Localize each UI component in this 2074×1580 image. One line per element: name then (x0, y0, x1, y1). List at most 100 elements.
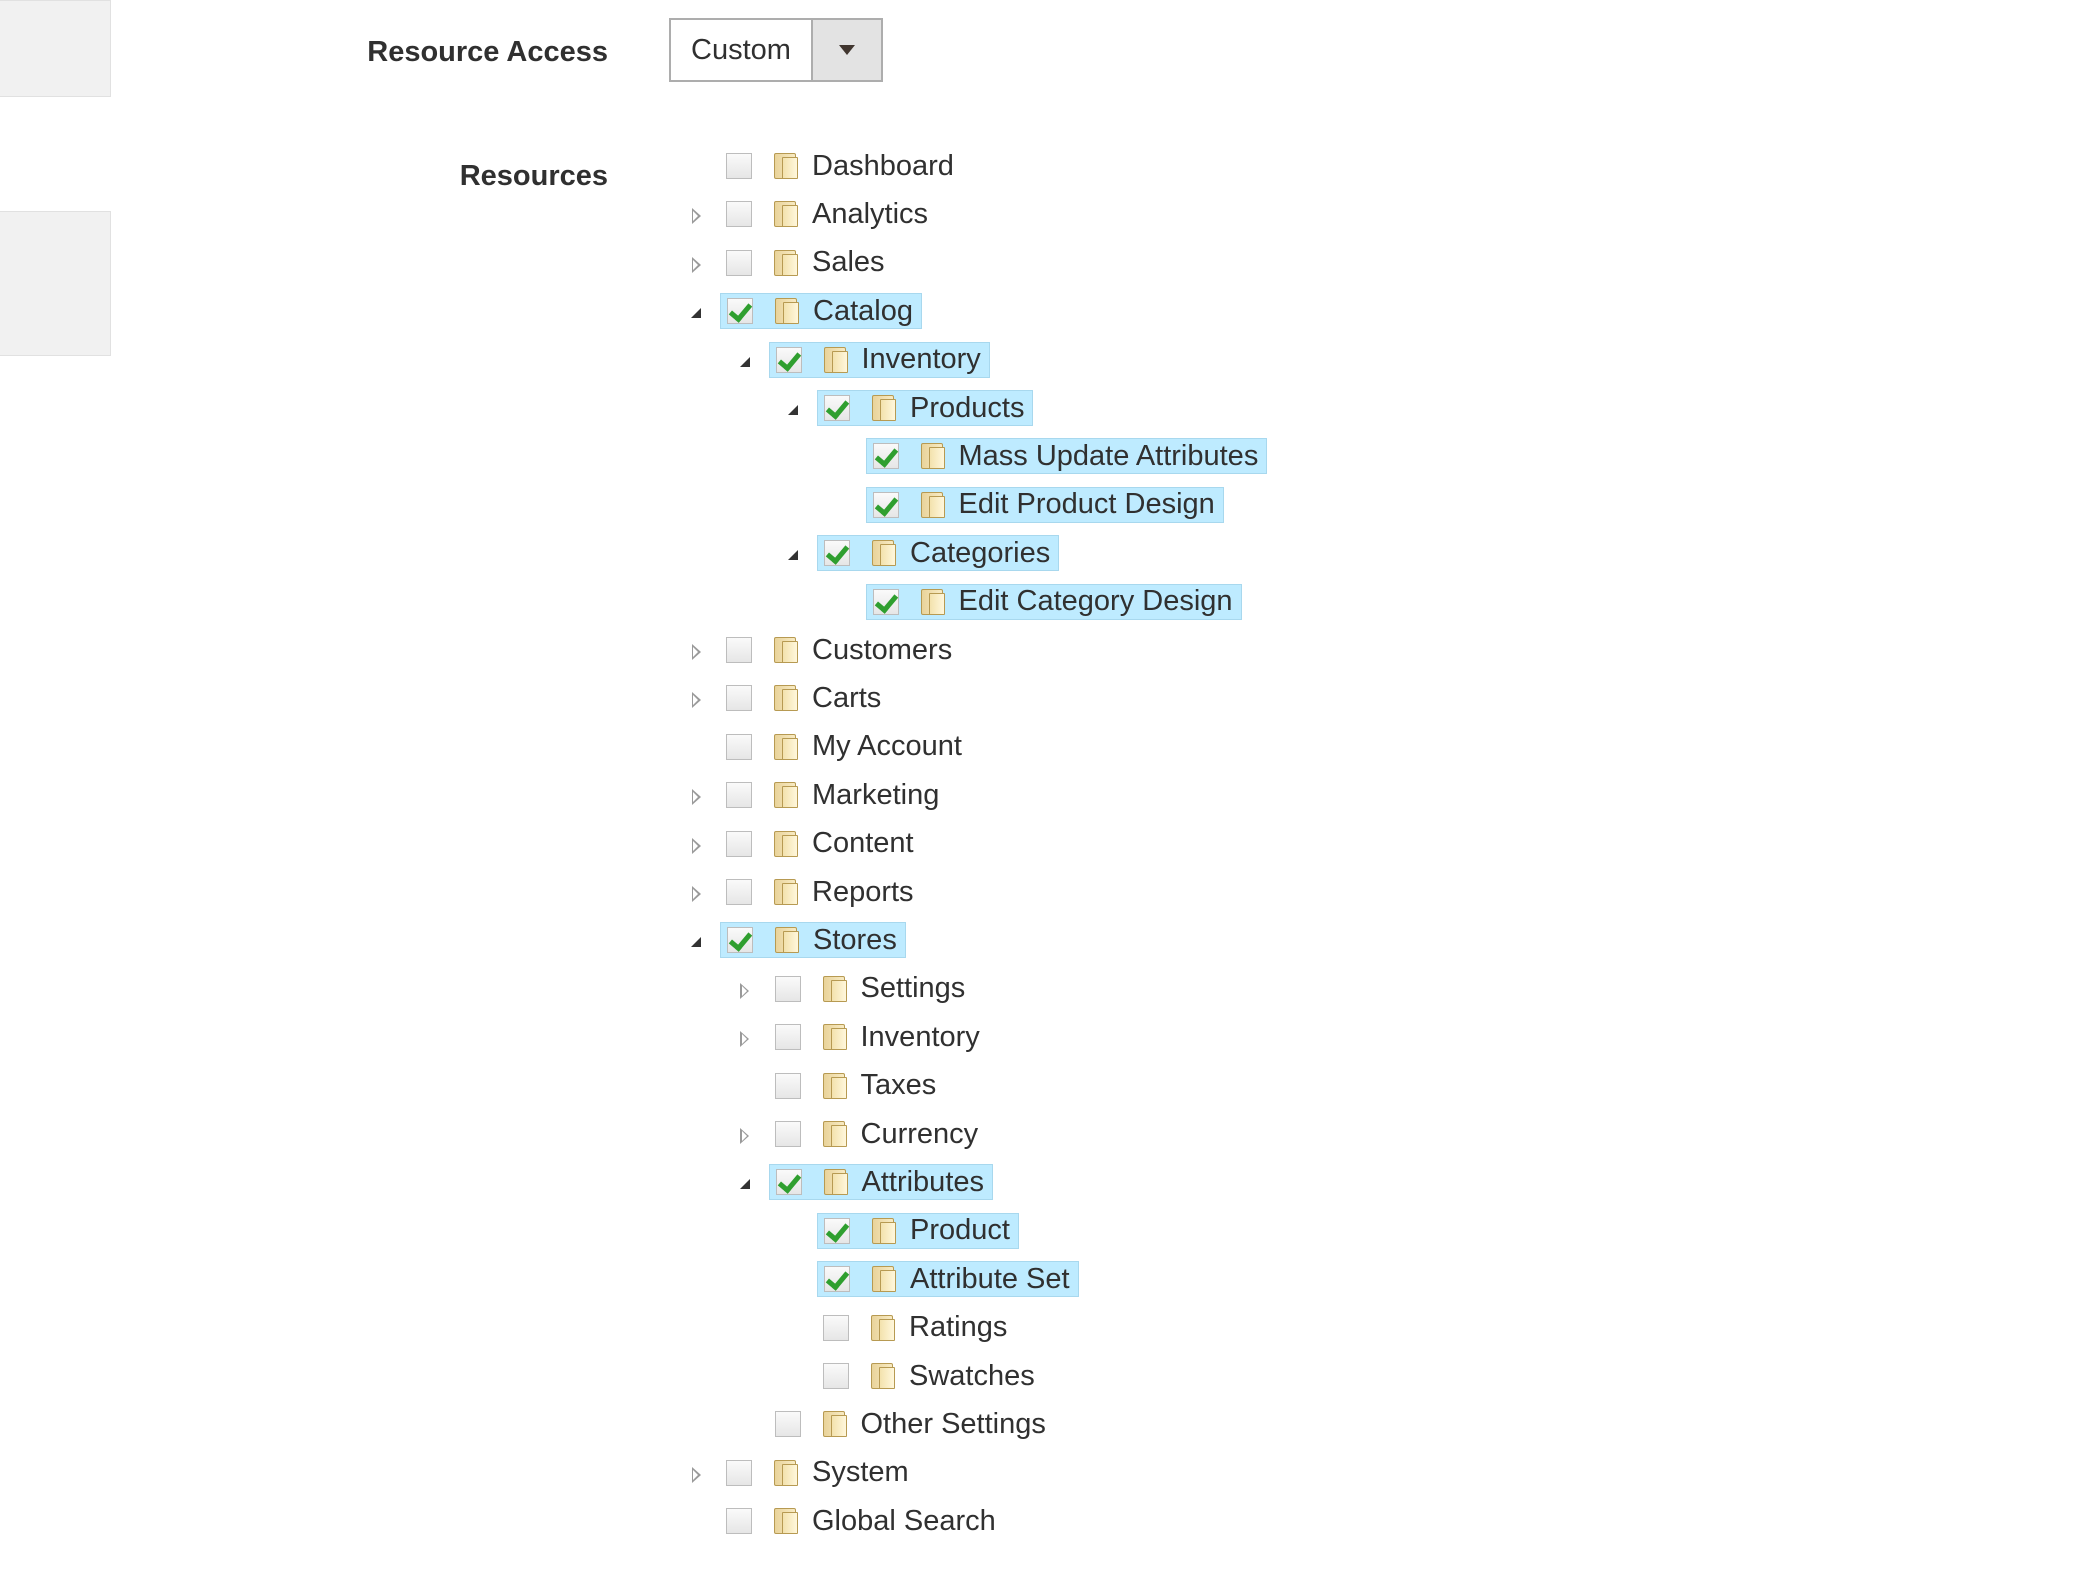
unchecked-checkbox[interactable] (726, 201, 752, 228)
tree-node: Stores (0, 922, 2074, 962)
checked-checkbox[interactable] (775, 346, 802, 373)
unchecked-checkbox[interactable] (726, 685, 752, 712)
unchecked-checkbox[interactable] (726, 830, 752, 857)
tree-node-anchor[interactable]: Taxes (769, 1068, 945, 1104)
expand-arrow-icon[interactable] (735, 1029, 755, 1049)
expand-arrow-icon[interactable] (735, 1126, 755, 1146)
tree-node-label: Inventory (861, 343, 981, 376)
tree-node-anchor[interactable]: Edit Category Design (865, 583, 1242, 620)
checked-checkbox[interactable] (872, 443, 899, 470)
expand-arrow-icon[interactable] (686, 206, 706, 226)
unchecked-checkbox[interactable] (726, 1459, 752, 1486)
collapse-arrow-icon[interactable] (735, 1174, 755, 1194)
expand-arrow-icon[interactable] (686, 1465, 706, 1485)
dropdown-toggle-button[interactable] (811, 20, 881, 80)
tree-node-anchor[interactable]: Edit Product Design (865, 486, 1224, 523)
unchecked-checkbox[interactable] (726, 249, 752, 276)
tree-node-anchor[interactable]: Currency (769, 1116, 987, 1152)
checked-checkbox[interactable] (872, 588, 899, 615)
chevron-down-icon (839, 45, 855, 55)
expand-arrow-icon[interactable] (686, 787, 706, 807)
unchecked-checkbox[interactable] (726, 733, 752, 760)
checked-checkbox[interactable] (727, 927, 753, 954)
tree-node-anchor[interactable]: Marketing (720, 777, 947, 813)
expand-arrow-icon[interactable] (686, 836, 706, 856)
tree-node: Categories (0, 535, 2074, 575)
tree-node-anchor[interactable]: Content (720, 826, 922, 862)
tree-node-anchor[interactable]: Product (817, 1212, 1019, 1249)
tree-node: Edit Category Design (0, 583, 2074, 624)
tree-node-anchor[interactable]: Mass Update Attributes (865, 438, 1268, 475)
resource-access-select[interactable]: Custom (669, 18, 883, 82)
expand-arrow-icon[interactable] (686, 255, 706, 275)
checked-checkbox[interactable] (824, 1217, 850, 1244)
unchecked-checkbox[interactable] (774, 975, 801, 1002)
checked-checkbox[interactable] (824, 1266, 850, 1293)
tree-node: Carts (0, 680, 2074, 720)
checked-checkbox[interactable] (824, 395, 850, 421)
tree-node: Products (0, 390, 2074, 430)
folder-icon (869, 1313, 897, 1343)
folder-icon (821, 1409, 849, 1439)
tree-node-anchor[interactable]: Categories (817, 535, 1060, 572)
tree-node-anchor[interactable]: Analytics (720, 196, 936, 232)
unchecked-checkbox[interactable] (726, 1508, 752, 1535)
tree-node-label: Taxes (860, 1069, 937, 1102)
tree-node-anchor[interactable]: Catalog (720, 293, 922, 330)
unchecked-checkbox[interactable] (726, 879, 752, 905)
tree-node-anchor[interactable]: Inventory (768, 341, 990, 378)
expand-arrow-icon[interactable] (686, 690, 706, 710)
tree-node-anchor[interactable]: Attributes (768, 1164, 993, 1201)
collapse-arrow-icon[interactable] (686, 303, 706, 323)
unchecked-checkbox[interactable] (726, 637, 752, 663)
tree-node-anchor[interactable]: Reports (720, 874, 922, 910)
tree-node: Other Settings (0, 1406, 2074, 1446)
collapse-arrow-icon[interactable] (783, 545, 803, 565)
tree-node-anchor[interactable]: Dashboard (720, 148, 962, 184)
unchecked-checkbox[interactable] (774, 1121, 801, 1147)
tree-node-anchor[interactable]: Inventory (769, 1019, 988, 1055)
folder-icon (869, 1361, 897, 1391)
collapse-arrow-icon[interactable] (783, 400, 803, 420)
tree-node-anchor[interactable]: System (720, 1455, 917, 1491)
expand-arrow-icon[interactable] (686, 642, 706, 662)
tree-node-anchor[interactable]: Sales (720, 245, 893, 281)
checked-checkbox[interactable] (824, 540, 850, 567)
tree-node: Catalog (0, 293, 2074, 333)
tree-node: Edit Product Design (0, 486, 2074, 527)
unchecked-checkbox[interactable] (774, 1072, 801, 1099)
tree-node: Swatches (0, 1358, 2074, 1398)
tree-node-anchor[interactable]: Other Settings (769, 1406, 1054, 1442)
unchecked-checkbox[interactable] (726, 153, 752, 179)
tree-node-anchor[interactable]: Swatches (817, 1358, 1043, 1394)
tree-node-anchor[interactable]: Stores (720, 922, 906, 959)
tree-node-anchor[interactable]: Carts (720, 680, 889, 716)
tree-node-anchor[interactable]: Settings (769, 971, 974, 1007)
folder-icon (821, 974, 849, 1004)
tree-node-anchor[interactable]: Ratings (817, 1310, 1015, 1346)
tree-node-anchor[interactable]: Global Search (720, 1503, 1004, 1539)
unchecked-checkbox[interactable] (726, 782, 752, 809)
unchecked-checkbox[interactable] (823, 1314, 849, 1341)
tree-node-anchor[interactable]: My Account (720, 729, 970, 765)
tree-node: Global Search (0, 1503, 2074, 1543)
tree-node-anchor[interactable]: Products (817, 390, 1034, 426)
collapse-arrow-icon[interactable] (735, 352, 755, 372)
folder-icon (772, 780, 800, 810)
sidebar-panel-middle (0, 211, 111, 356)
expand-arrow-icon[interactable] (686, 884, 706, 904)
unchecked-checkbox[interactable] (774, 1024, 801, 1051)
tree-node: Ratings (0, 1310, 2074, 1350)
unchecked-checkbox[interactable] (774, 1411, 801, 1438)
checked-checkbox[interactable] (727, 298, 753, 325)
tree-node-anchor[interactable]: Customers (720, 632, 960, 668)
folder-icon (773, 925, 801, 955)
unchecked-checkbox[interactable] (823, 1363, 849, 1389)
tree-node: Marketing (0, 777, 2074, 817)
expand-arrow-icon[interactable] (735, 981, 755, 1001)
collapse-arrow-icon[interactable] (686, 932, 706, 952)
checked-checkbox[interactable] (872, 491, 899, 518)
checked-checkbox[interactable] (775, 1169, 802, 1196)
tree-node: Analytics (0, 196, 2074, 236)
tree-node-anchor[interactable]: Attribute Set (817, 1261, 1079, 1298)
